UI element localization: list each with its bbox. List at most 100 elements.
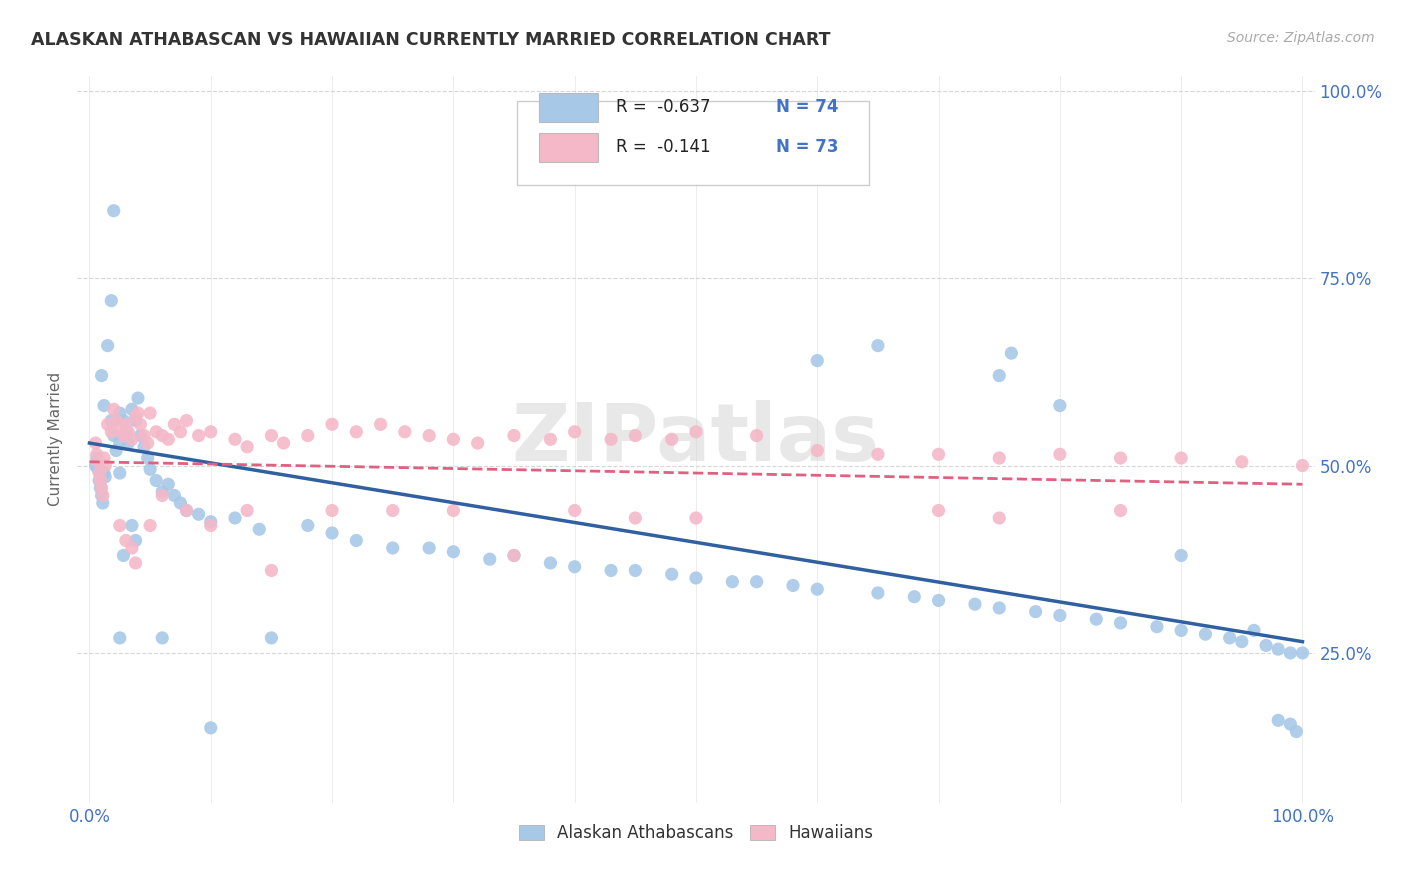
Point bbox=[381, 541, 404, 555]
Point bbox=[100, 293, 122, 308]
Point bbox=[157, 477, 180, 491]
Point bbox=[988, 368, 1011, 383]
Point bbox=[112, 428, 135, 442]
Point bbox=[988, 451, 1011, 466]
Point bbox=[441, 432, 464, 446]
Point bbox=[600, 432, 623, 446]
Point bbox=[91, 489, 114, 503]
Point bbox=[1267, 714, 1289, 728]
Point bbox=[478, 552, 501, 566]
Point bbox=[1279, 717, 1302, 731]
Point bbox=[97, 417, 120, 432]
Point bbox=[441, 503, 464, 517]
Point bbox=[124, 413, 146, 427]
Point bbox=[1194, 627, 1216, 641]
Point bbox=[132, 428, 155, 442]
Point bbox=[321, 417, 343, 432]
Point bbox=[94, 458, 117, 473]
Point bbox=[90, 489, 112, 503]
Point bbox=[115, 425, 138, 439]
Point bbox=[200, 425, 222, 439]
Point bbox=[224, 432, 246, 446]
Y-axis label: Currently Married: Currently Married bbox=[48, 372, 63, 507]
Point bbox=[124, 533, 146, 548]
Point bbox=[176, 503, 198, 517]
Point bbox=[150, 489, 173, 503]
Point bbox=[1230, 634, 1253, 648]
Point bbox=[503, 549, 526, 563]
Text: Source: ZipAtlas.com: Source: ZipAtlas.com bbox=[1227, 31, 1375, 45]
Point bbox=[121, 541, 143, 555]
Point bbox=[84, 458, 107, 473]
Point bbox=[108, 436, 131, 450]
Point bbox=[103, 402, 125, 417]
Point bbox=[297, 428, 319, 442]
Point bbox=[418, 428, 440, 442]
Point bbox=[1170, 624, 1192, 638]
Legend: Alaskan Athabascans, Hawaiians: Alaskan Athabascans, Hawaiians bbox=[512, 818, 880, 849]
Point bbox=[1085, 612, 1108, 626]
Point bbox=[1243, 624, 1265, 638]
Point bbox=[1267, 642, 1289, 657]
Point bbox=[418, 541, 440, 555]
Point bbox=[661, 432, 683, 446]
Point bbox=[782, 578, 804, 592]
Point bbox=[157, 432, 180, 446]
Point bbox=[89, 481, 111, 495]
Point bbox=[988, 601, 1011, 615]
Point bbox=[721, 574, 744, 589]
Point bbox=[866, 338, 889, 352]
Point bbox=[963, 597, 986, 611]
Point bbox=[866, 447, 889, 461]
Point bbox=[503, 428, 526, 442]
Point bbox=[121, 432, 143, 446]
Point bbox=[806, 353, 828, 368]
Point bbox=[87, 462, 110, 476]
Point bbox=[136, 436, 159, 450]
FancyBboxPatch shape bbox=[538, 93, 598, 121]
Point bbox=[117, 436, 139, 450]
Point bbox=[1000, 346, 1022, 360]
Point bbox=[503, 549, 526, 563]
Point bbox=[260, 564, 283, 578]
Point bbox=[1049, 608, 1071, 623]
Text: R =  -0.141: R = -0.141 bbox=[616, 138, 710, 156]
Point bbox=[1109, 615, 1132, 630]
Point bbox=[163, 489, 186, 503]
Point bbox=[928, 447, 950, 461]
Point bbox=[1291, 646, 1313, 660]
FancyBboxPatch shape bbox=[516, 102, 869, 185]
Point bbox=[1109, 503, 1132, 517]
Point bbox=[90, 368, 112, 383]
Point bbox=[86, 451, 108, 466]
Point bbox=[344, 533, 367, 548]
Point bbox=[100, 413, 122, 427]
Point bbox=[139, 462, 162, 476]
Point bbox=[139, 406, 162, 420]
Point bbox=[129, 428, 152, 442]
Point bbox=[150, 428, 173, 442]
Point bbox=[344, 425, 367, 439]
Point bbox=[187, 508, 209, 522]
Point bbox=[89, 474, 111, 488]
Point bbox=[108, 631, 131, 645]
Point bbox=[93, 399, 115, 413]
Point bbox=[624, 428, 647, 442]
Point bbox=[115, 417, 138, 432]
Point bbox=[150, 484, 173, 499]
Point bbox=[1049, 399, 1071, 413]
Point bbox=[273, 436, 295, 450]
Point bbox=[1279, 646, 1302, 660]
Point bbox=[127, 391, 149, 405]
Point bbox=[903, 590, 925, 604]
Point bbox=[139, 518, 162, 533]
Point bbox=[136, 451, 159, 466]
Point bbox=[93, 466, 115, 480]
Point bbox=[169, 496, 191, 510]
Point bbox=[538, 556, 561, 570]
Point bbox=[370, 417, 392, 432]
Point bbox=[685, 571, 707, 585]
Point bbox=[1230, 455, 1253, 469]
Point bbox=[381, 503, 404, 517]
Point bbox=[145, 474, 167, 488]
